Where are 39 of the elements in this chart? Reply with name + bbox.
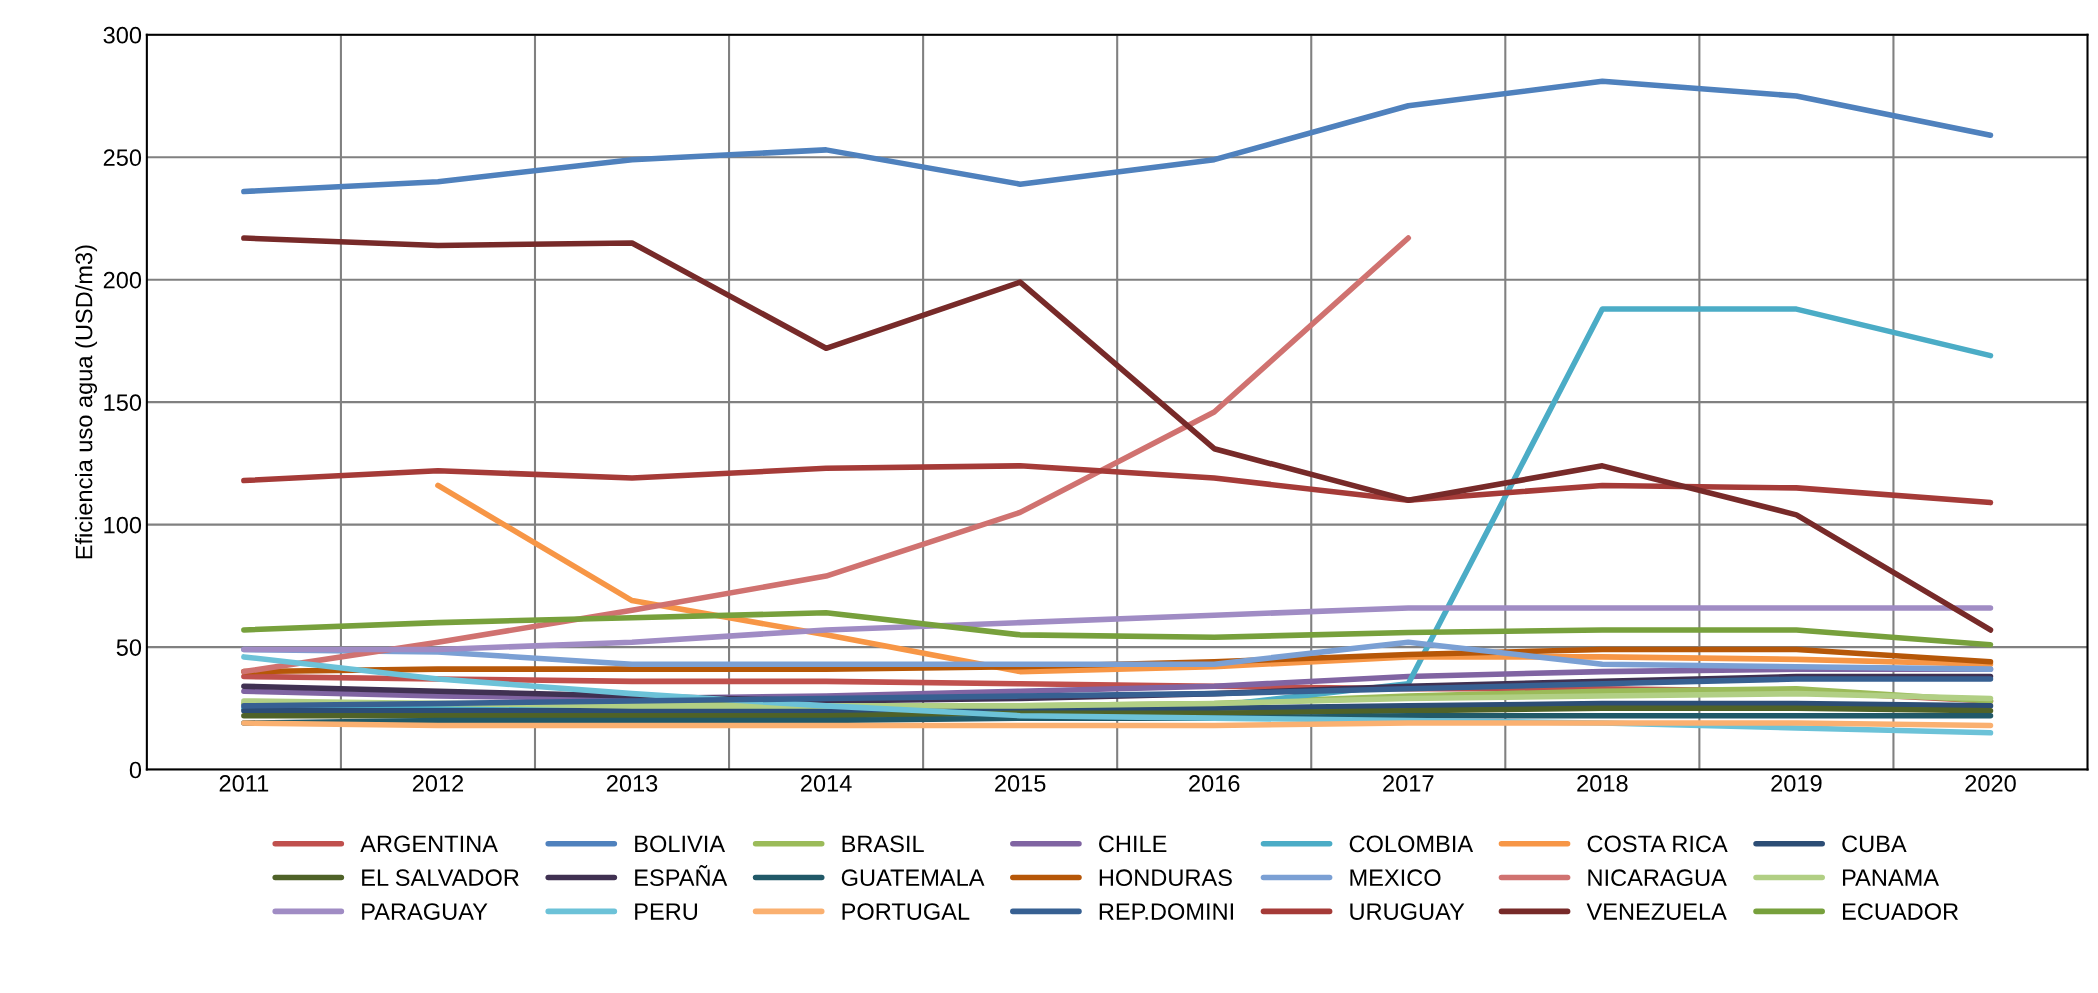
legend-label: ARGENTINA <box>360 835 498 853</box>
x-tick-label: 2018 <box>1577 775 1628 792</box>
legend-label: PARAGUAY <box>362 903 488 920</box>
legend-label: HONDURAS <box>1099 869 1232 887</box>
legend-label: PORTUGAL <box>842 903 970 920</box>
x-tick-label: 2012 <box>412 775 464 792</box>
y-tick-label: 100 <box>104 516 142 534</box>
legend-label: VENEZUELA <box>1586 903 1727 920</box>
x-tick-label: 2014 <box>801 775 852 792</box>
y-tick-label: 150 <box>104 394 142 411</box>
legend-label: ESPAÑA <box>635 865 728 887</box>
legend-label: CHILE <box>1099 835 1167 853</box>
y-tick-label: 0 <box>129 761 142 779</box>
x-tick-label: 2017 <box>1383 775 1434 792</box>
legend-label: CUBA <box>1842 835 1907 853</box>
legend-label: PANAMA <box>1843 869 1939 886</box>
y-axis-title: Eficiencia uso agua (USD/m3) <box>75 245 98 559</box>
legend-label: GUATEMALA <box>841 869 985 887</box>
y-tick-label: 200 <box>103 271 142 289</box>
legend-label: NICARAGUA <box>1588 869 1727 887</box>
x-tick-label: 2011 <box>219 775 269 792</box>
y-tick-label: 50 <box>116 639 142 656</box>
x-tick-label: 2013 <box>606 775 658 792</box>
legend-label: ECUADOR <box>1843 903 1959 920</box>
x-tick-label: 2020 <box>1965 775 2016 792</box>
legend-label: COLOMBIA <box>1349 835 1474 853</box>
legend-label: MEXICO <box>1350 869 1441 887</box>
x-tick-label: 2016 <box>1189 775 1240 792</box>
y-tick-label: 250 <box>103 149 142 167</box>
legend-label: EL SALVADOR <box>362 869 519 887</box>
legend-label: COSTA RICA <box>1587 835 1728 853</box>
legend-label: URUGUAY <box>1350 903 1465 920</box>
legend-label: PERU <box>635 903 697 920</box>
x-tick-label: 2019 <box>1771 775 1822 792</box>
legend-label: BRASIL <box>842 835 924 853</box>
x-tick-label: 2015 <box>995 775 1046 792</box>
legend-label: BOLIVIA <box>635 835 726 853</box>
y-tick-label: 300 <box>103 26 142 44</box>
legend-label: REP.DOMINI <box>1099 903 1233 920</box>
